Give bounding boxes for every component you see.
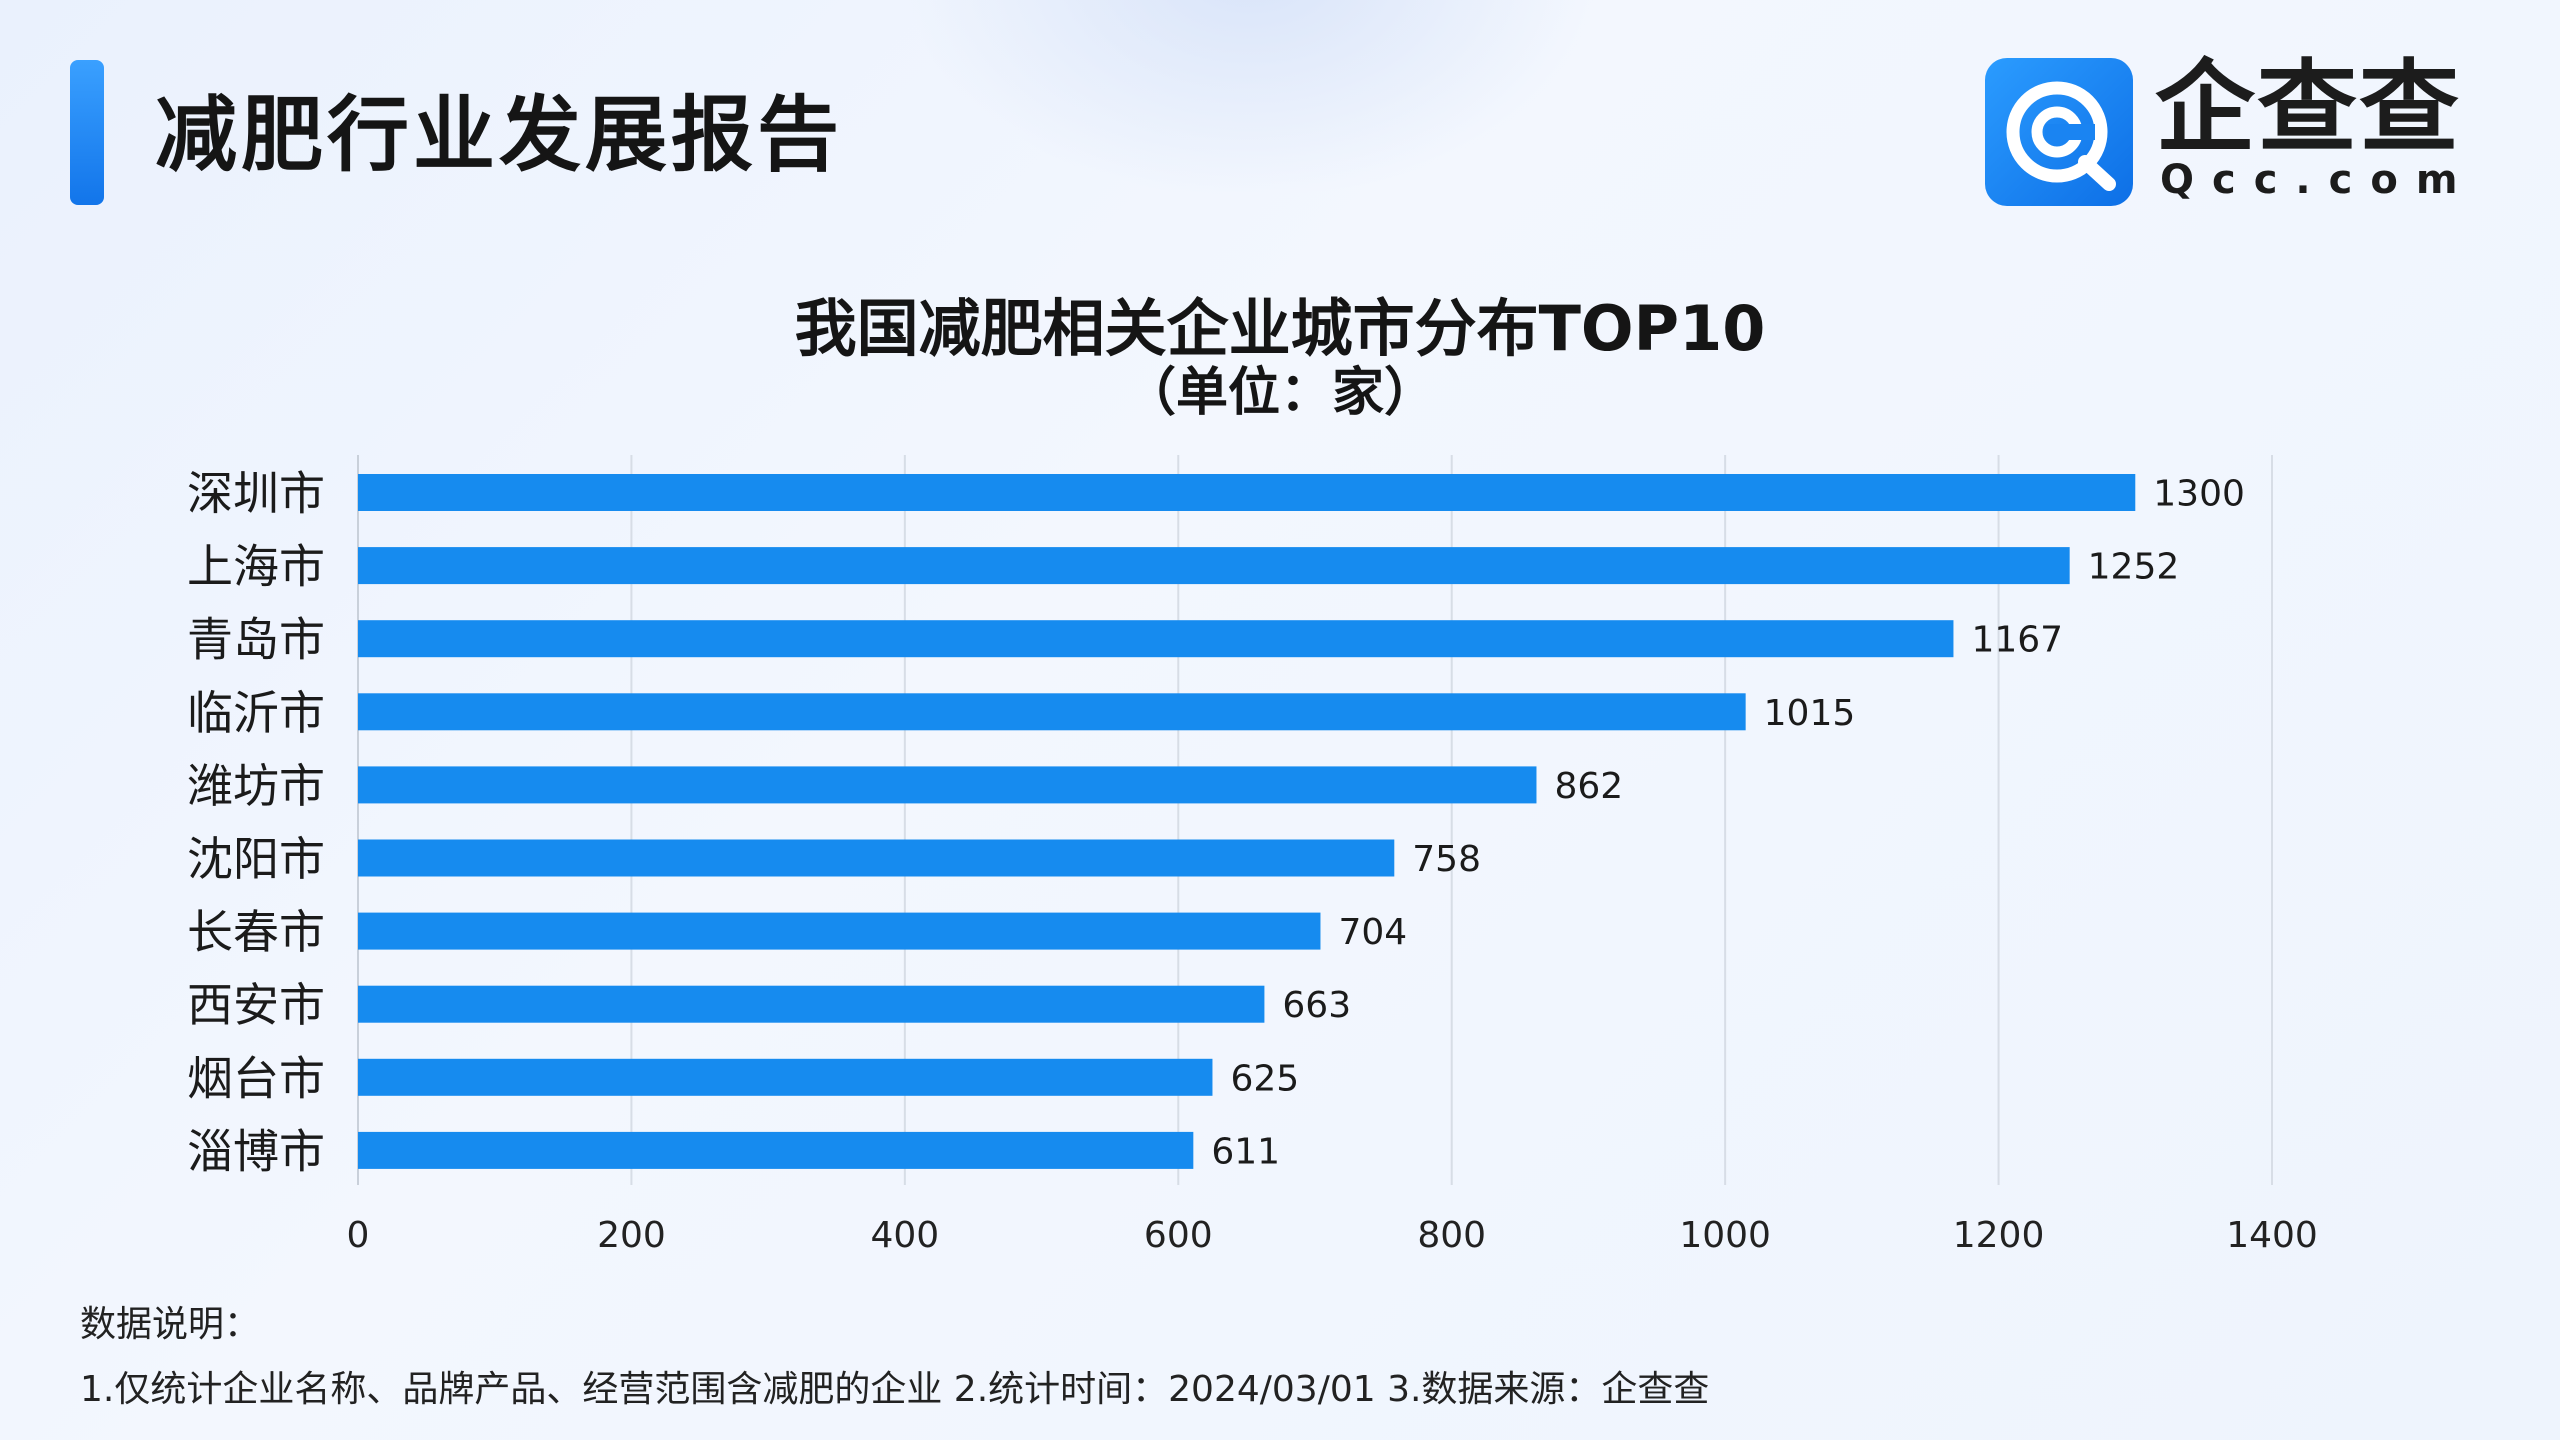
data-label: 1300 [2153,474,2245,515]
data-label: 1167 [1971,620,2063,661]
data-label: 625 [1230,1058,1299,1099]
category-label: 深圳市 [187,467,325,521]
x-tick-label: 1000 [1679,1215,1771,1256]
data-label: 704 [1338,912,1407,953]
x-tick-label: 1200 [1953,1215,2045,1256]
bar [358,693,1746,731]
x-tick-label: 600 [1144,1215,1213,1256]
data-label: 611 [1211,1131,1280,1172]
x-tick-label: 1400 [2226,1215,2318,1256]
category-label: 沈阳市 [187,832,325,886]
bar [358,474,2136,511]
data-label: 1252 [2088,547,2180,588]
category-label: 西安市 [187,978,325,1032]
bar [358,985,1265,1023]
notes-title: 数据说明： [80,1304,261,1345]
category-label: 临沂市 [187,686,325,740]
category-label: 长春市 [187,905,325,959]
category-label: 烟台市 [187,1051,325,1105]
x-tick-label: 200 [597,1215,666,1256]
bar [358,839,1395,877]
data-label: 663 [1282,985,1351,1026]
bar [358,912,1321,950]
chart-title: 我国减肥相关企业城市分布TOP10 [794,292,1766,365]
logo-wordmark: 企查查 [2155,49,2461,166]
x-tick-label: 0 [347,1215,370,1256]
data-label: 1015 [1764,693,1856,734]
title-accent-bar [70,60,104,205]
data-label: 758 [1412,839,1481,880]
qcc-logo-icon [1985,58,2133,206]
logo-domain: Qcc.com [2160,157,2476,203]
category-label: 淄博市 [187,1124,325,1178]
category-label: 潍坊市 [187,759,325,813]
bar [358,547,2070,585]
notes-body: 1.仅统计企业名称、品牌产品、经营范围含减肥的企业 2.统计时间：2024/03… [80,1369,1710,1410]
category-label: 上海市 [187,540,325,594]
bar [358,1058,1213,1096]
x-tick-label: 400 [870,1215,939,1256]
chart-subtitle: （单位：家） [1123,363,1436,423]
page-title: 减肥行业发展报告 [155,88,844,183]
category-label: 青岛市 [187,613,325,667]
bar [358,766,1537,804]
bar [358,620,1954,658]
x-tick-label: 800 [1417,1215,1486,1256]
data-label: 862 [1554,766,1623,807]
bar [358,1131,1194,1169]
